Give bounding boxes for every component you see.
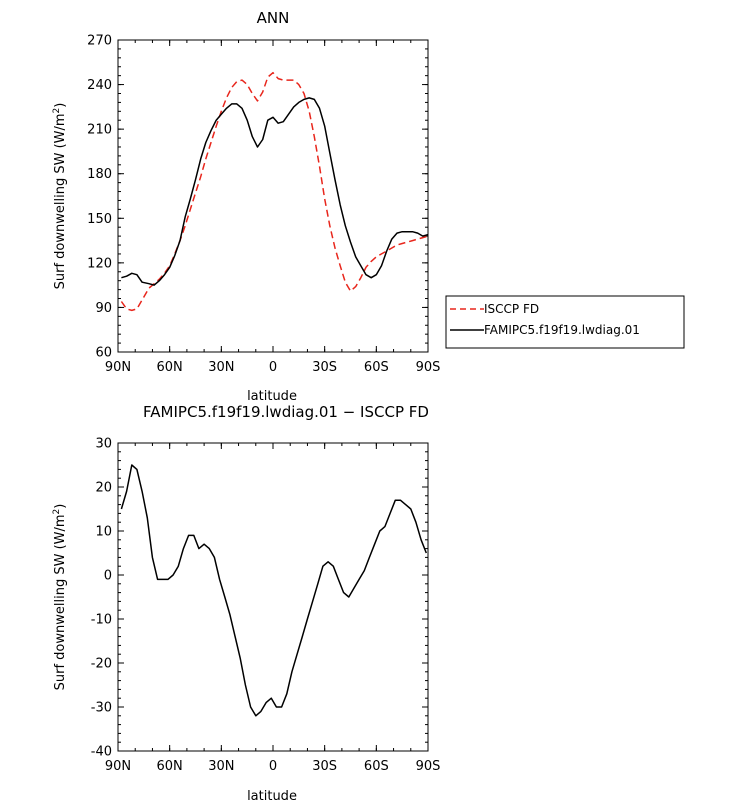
bottom-y-tick-labels: -40 -30 -20 -10 0 10 20 30 — [91, 437, 112, 760]
x-tick-label: 90S — [416, 759, 441, 774]
x-tick-label: 60S — [364, 759, 389, 774]
bottom-chart-title: FAMIPC5.f19f19.lwdiag.01 − ISCCP FD — [143, 403, 429, 421]
top-y-tick-labels: 60 90 120 150 180 210 240 270 — [87, 34, 112, 361]
y-tick-label: 20 — [95, 481, 112, 496]
y-tick-label: 90 — [95, 301, 112, 316]
top-chart: ANN 60 90 120 150 180 210 240 270 90N 60N 30N 0 30S… — [52, 9, 685, 404]
top-y-axis-label: Surf downwelling SW (W/m2) — [52, 103, 68, 290]
y-tick-label: 60 — [95, 346, 112, 361]
series-line-difference — [120, 464, 427, 717]
x-tick-label: 90N — [105, 360, 131, 375]
bottom-plot-frame — [117, 442, 429, 752]
top-x-tick-labels: 90N 60N 30N 0 30S 60S 90S — [105, 360, 441, 375]
x-tick-label: 30S — [312, 759, 337, 774]
y-tick-label: 0 — [104, 569, 112, 584]
top-x-axis-label: latitude — [247, 389, 297, 404]
series-line-famipc5-f19f19-lwdiag-01 — [121, 97, 429, 286]
x-tick-label: 90N — [105, 759, 131, 774]
series-line-isccp-fd — [120, 71, 429, 312]
y-tick-label: 10 — [95, 525, 112, 540]
y-tick-label: -30 — [91, 701, 112, 716]
y-tick-label: 30 — [95, 437, 112, 452]
y-tick-label: 210 — [87, 123, 112, 138]
bottom-chart: FAMIPC5.f19f19.lwdiag.01 − ISCCP FD -40-… — [52, 403, 440, 804]
x-tick-label: 60N — [157, 360, 183, 375]
bottom-x-tick-labels: 90N 60N 30N 0 30S 60S 90S — [105, 759, 441, 774]
y-tick-label: -40 — [91, 745, 112, 760]
bottom-x-axis-label: latitude — [247, 789, 297, 804]
legend-label-model: FAMIPC5.f19f19.lwdiag.01 — [484, 323, 640, 337]
y-tick-label: 180 — [87, 167, 112, 182]
top-chart-title: ANN — [257, 9, 290, 27]
x-tick-label: 30N — [208, 360, 234, 375]
x-tick-label: 60N — [157, 759, 183, 774]
x-tick-label: 0 — [269, 759, 277, 774]
bottom-series-lines — [120, 464, 427, 717]
y-tick-label: -20 — [91, 657, 112, 672]
bottom-tick-marks — [117, 442, 429, 752]
top-plot-frame — [117, 39, 429, 353]
y-tick-label: -10 — [91, 613, 112, 628]
y-tick-label: 240 — [87, 78, 112, 93]
bottom-y-axis-label: Surf downwelling SW (W/m2) — [52, 504, 68, 691]
y-tick-label: 150 — [87, 212, 112, 227]
legend-box — [445, 295, 685, 349]
legend-label-isccp: ISCCP FD — [484, 302, 539, 316]
y-tick-label: 270 — [87, 34, 112, 49]
top-tick-marks — [117, 39, 429, 353]
top-series-lines — [120, 71, 429, 312]
x-tick-label: 0 — [269, 360, 277, 375]
y-tick-label: 120 — [87, 256, 112, 271]
legend: ISCCP FD FAMIPC5.f19f19.lwdiag.01 — [445, 295, 685, 349]
x-tick-label: 90S — [416, 360, 441, 375]
x-tick-label: 60S — [364, 360, 389, 375]
x-tick-label: 30N — [208, 759, 234, 774]
x-tick-label: 30S — [312, 360, 337, 375]
